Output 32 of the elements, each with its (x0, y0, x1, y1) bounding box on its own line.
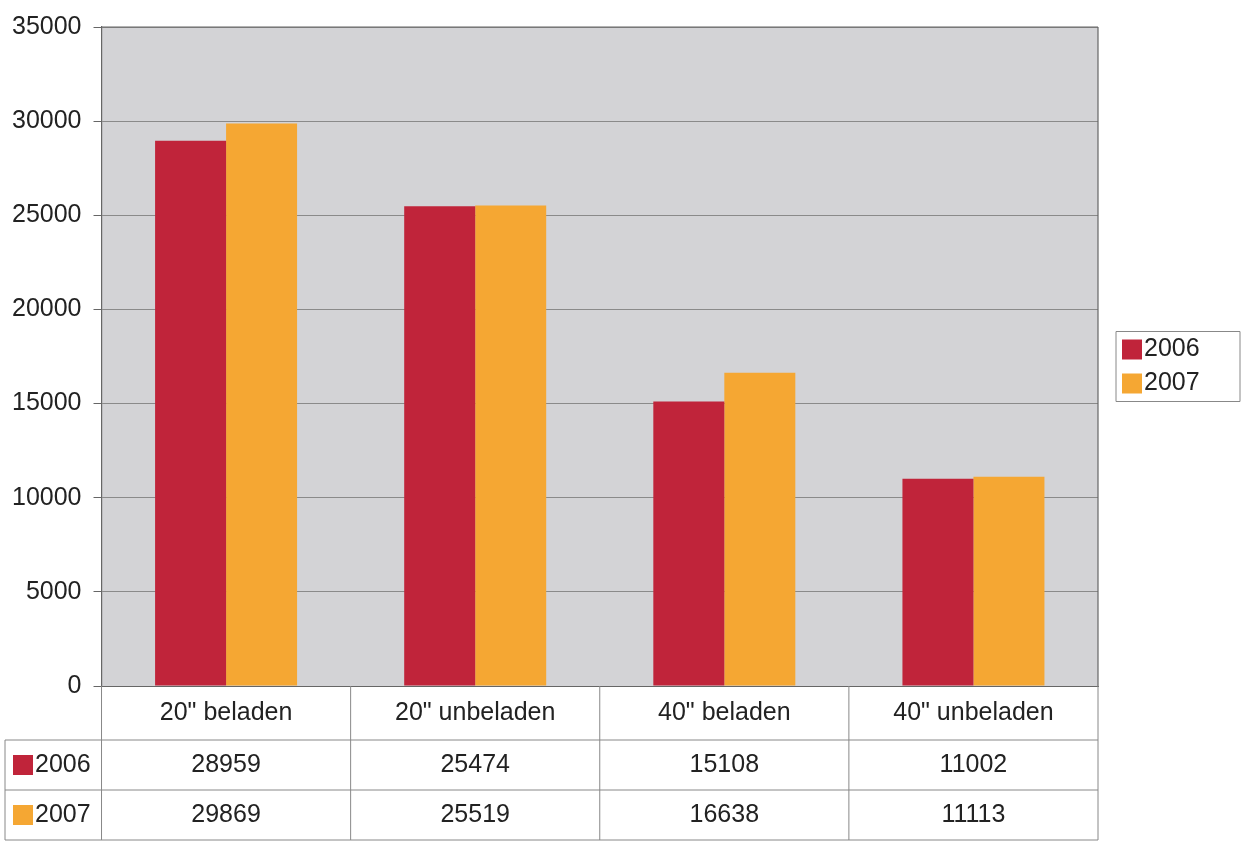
y-tick-label: 10000 (11, 481, 82, 510)
y-tick-label: 0 (67, 669, 82, 698)
y-tick-label: 30000 (11, 105, 82, 134)
data-label: 11113 (941, 798, 1006, 827)
y-tick-label: 35000 (11, 10, 82, 39)
x-tick-label: 40" unbeladen (893, 696, 1054, 725)
x-tick-label: 20" beladen (159, 696, 293, 725)
data-label: 16638 (689, 798, 760, 827)
bar (902, 478, 974, 686)
y-tick-label: 20000 (11, 293, 82, 322)
bar (404, 206, 476, 686)
legend-label: 2006 (35, 748, 91, 777)
data-label: 15108 (689, 748, 760, 777)
text: 2006 (1144, 333, 1200, 362)
data-label: 11002 (939, 748, 1008, 777)
data-label: 29869 (191, 798, 261, 827)
bar (226, 123, 298, 686)
text: 2007 (35, 798, 91, 827)
bar (475, 205, 547, 686)
y-tick-label: 15000 (11, 387, 82, 416)
y-tick-label: 5000 (25, 575, 82, 604)
x-tick-label: 40" beladen (658, 696, 791, 725)
bar (973, 476, 1045, 686)
data-label: 28959 (191, 748, 261, 777)
bar (724, 372, 796, 686)
y-tick-label: 25000 (11, 199, 82, 228)
bar (653, 401, 725, 686)
data-label: 25474 (440, 748, 511, 777)
data-label: 25519 (440, 798, 510, 827)
legend-label: 2007 (1144, 367, 1200, 396)
x-tick-label: 20" unbeladen (394, 696, 556, 725)
bar (155, 140, 227, 686)
